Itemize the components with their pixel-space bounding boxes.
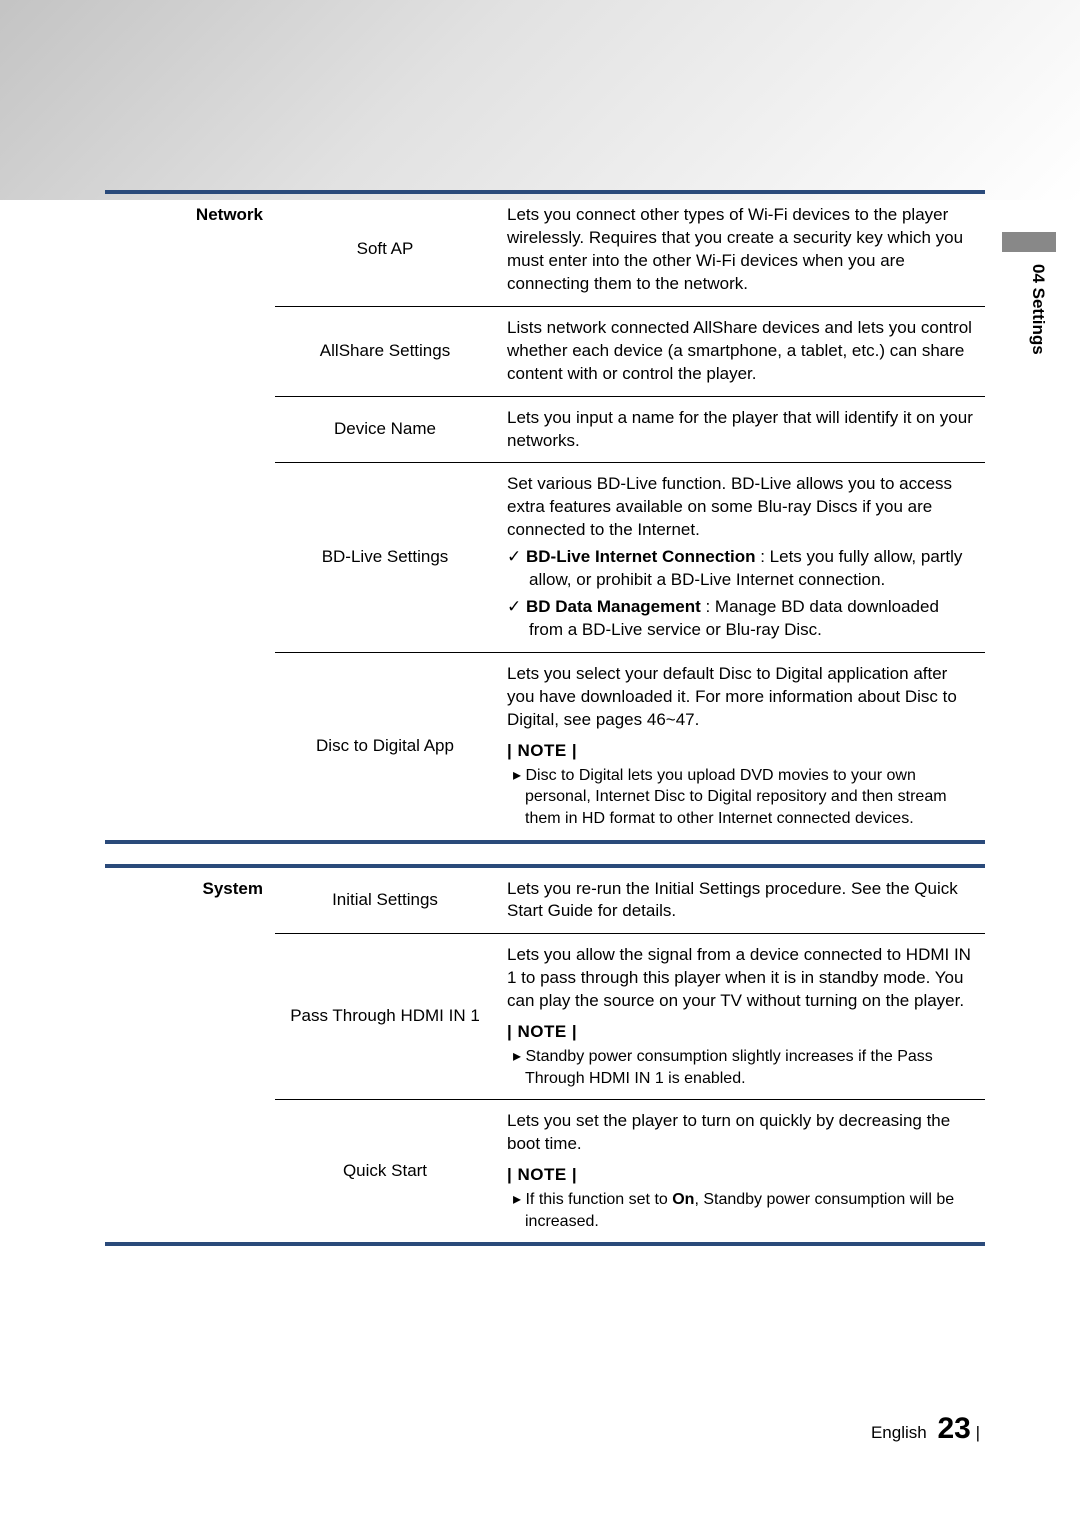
setting-name: AllShare Settings — [275, 306, 495, 396]
arrow-icon: ▸ — [513, 767, 521, 784]
desc-text: Lets you set the player to turn on quick… — [507, 1111, 950, 1153]
sub-item: ✓ BD-Live Internet Connection : Lets you… — [507, 546, 973, 592]
footer-page-number: 23 — [937, 1412, 970, 1445]
desc-text: Lets you select your default Disc to Dig… — [507, 664, 957, 729]
arrow-icon: ▸ — [513, 1191, 521, 1208]
page-gradient — [0, 0, 1080, 200]
setting-name: Soft AP — [275, 192, 495, 306]
note-text: Disc to Digital lets you upload DVD movi… — [525, 767, 947, 827]
setting-desc: Lists network connected AllShare devices… — [495, 306, 985, 396]
note-label: | NOTE | — [507, 1021, 973, 1044]
note-label: | NOTE | — [507, 740, 973, 763]
footer-lang: English — [871, 1423, 927, 1442]
side-tab-marker — [1002, 232, 1056, 252]
desc-text: Lets you allow the signal from a device … — [507, 945, 971, 1010]
settings-content: Network Soft AP Lets you connect other t… — [105, 190, 985, 1266]
sub-bold: BD Data Management — [526, 597, 701, 616]
arrow-icon: ▸ — [513, 1048, 521, 1065]
table-row: System Initial Settings Lets you re-run … — [105, 866, 985, 934]
check-icon: ✓ — [507, 597, 521, 616]
system-table: System Initial Settings Lets you re-run … — [105, 864, 985, 1247]
note-text-html: If this function set to On, Standby powe… — [525, 1191, 954, 1230]
setting-desc: Lets you allow the signal from a device … — [495, 934, 985, 1100]
desc-text: Set various BD-Live function. BD-Live al… — [507, 474, 952, 539]
setting-desc: Lets you select your default Disc to Dig… — [495, 653, 985, 842]
note-label: | NOTE | — [507, 1164, 973, 1187]
network-table: Network Soft AP Lets you connect other t… — [105, 190, 985, 844]
setting-desc: Set various BD-Live function. BD-Live al… — [495, 463, 985, 653]
setting-desc: Lets you connect other types of Wi-Fi de… — [495, 192, 985, 306]
note-body: ▸ Disc to Digital lets you upload DVD mo… — [507, 765, 973, 830]
page-footer: English 23 | — [871, 1412, 980, 1446]
setting-desc: Lets you set the player to turn on quick… — [495, 1100, 985, 1245]
setting-name: Pass Through HDMI IN 1 — [275, 934, 495, 1100]
category-system: System — [105, 866, 275, 1245]
note-body: ▸ Standby power consumption slightly inc… — [507, 1046, 973, 1089]
note-text: Standby power consumption slightly incre… — [525, 1048, 933, 1087]
setting-name: BD-Live Settings — [275, 463, 495, 653]
check-icon: ✓ — [507, 547, 521, 566]
sub-bold: BD-Live Internet Connection — [526, 547, 756, 566]
setting-name: Device Name — [275, 396, 495, 463]
setting-desc: Lets you input a name for the player tha… — [495, 396, 985, 463]
setting-desc: Lets you re-run the Initial Settings pro… — [495, 866, 985, 934]
setting-name: Initial Settings — [275, 866, 495, 934]
note-body: ▸ If this function set to On, Standby po… — [507, 1189, 973, 1232]
setting-name: Disc to Digital App — [275, 653, 495, 842]
side-tab-label: 04 Settings — [1028, 264, 1048, 355]
sub-item: ✓ BD Data Management : Manage BD data do… — [507, 596, 973, 642]
table-row: Network Soft AP Lets you connect other t… — [105, 192, 985, 306]
category-network: Network — [105, 192, 275, 842]
footer-bar: | — [976, 1423, 980, 1442]
setting-name: Quick Start — [275, 1100, 495, 1245]
